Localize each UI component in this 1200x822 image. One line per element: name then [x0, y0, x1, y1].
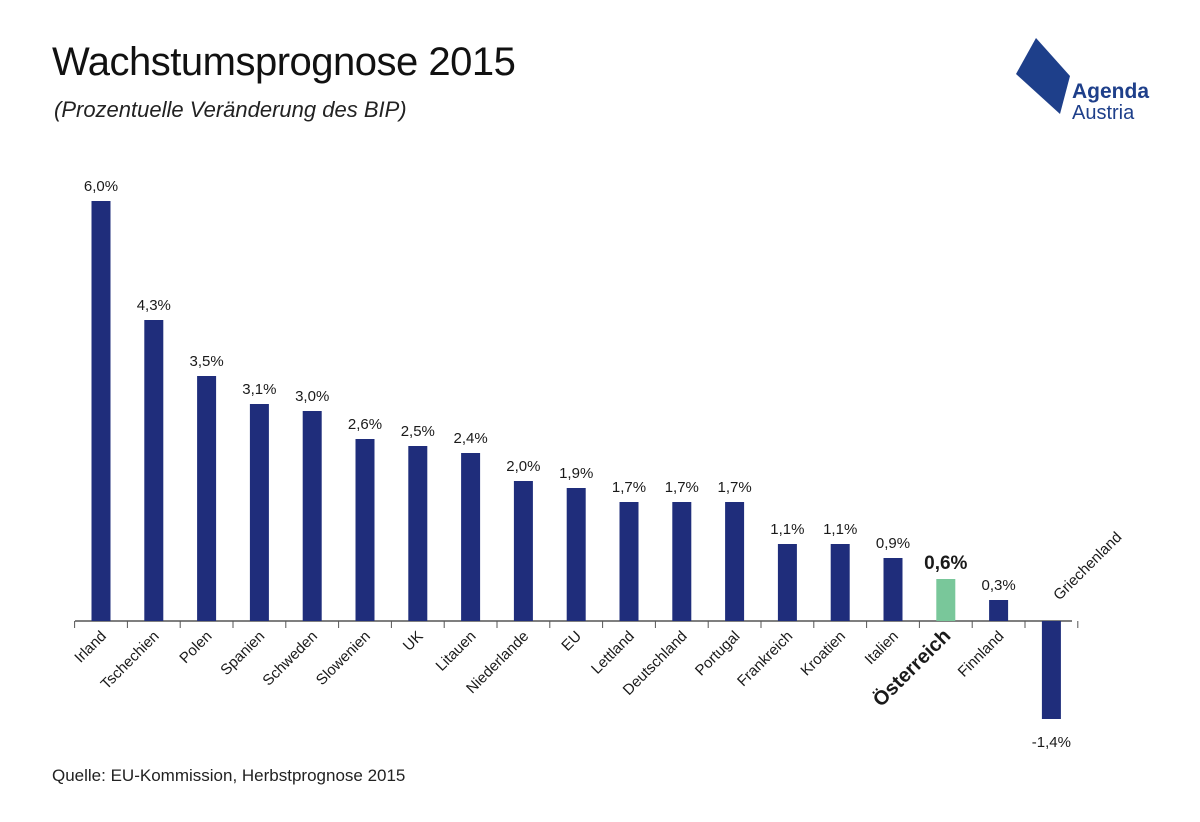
category-label: Litauen	[433, 628, 480, 675]
category-label: Italien	[862, 628, 902, 668]
data-label: 1,7%	[717, 479, 751, 496]
data-label: 2,6%	[348, 416, 382, 433]
bar-schweden	[302, 411, 322, 621]
category-label: Schweden	[259, 628, 321, 690]
category-label: Kroatien	[797, 628, 849, 680]
bar-italien	[883, 558, 903, 621]
bar-deutschland	[672, 502, 692, 621]
bar-slowenien	[355, 439, 375, 621]
bar-polen	[197, 376, 217, 621]
category-label: Polen	[176, 628, 215, 667]
logo-text-austria: Austria	[1072, 102, 1135, 124]
bar-irland	[91, 201, 111, 621]
category-label: Lettland	[588, 628, 638, 678]
bar-frankreich	[777, 544, 797, 621]
bar-tschechien	[144, 320, 164, 621]
bar-niederlande	[513, 481, 533, 621]
data-label: 6,0%	[84, 178, 118, 195]
data-label: 2,0%	[506, 458, 540, 475]
bar-litauen	[461, 453, 481, 621]
category-label: Spanien	[217, 628, 268, 679]
data-label: 3,0%	[295, 388, 329, 405]
category-label: UK	[400, 628, 427, 655]
bar-eu	[566, 488, 586, 621]
bar-portugal	[725, 502, 745, 621]
data-label: 1,9%	[559, 465, 593, 482]
agenda-austria-logo: Agenda Austria	[1014, 36, 1164, 126]
bar-lettland	[619, 502, 639, 621]
category-label: Frankreich	[734, 628, 796, 690]
data-label: 1,7%	[665, 479, 699, 496]
bar-uk	[408, 446, 428, 621]
data-label: 2,4%	[453, 430, 487, 447]
category-label: Finnland	[955, 628, 1008, 681]
data-label: 0,6%	[924, 553, 967, 574]
source-note: Quelle: EU-Kommission, Herbstprognose 20…	[52, 766, 406, 785]
category-label: Irland	[71, 628, 110, 667]
data-label: 1,7%	[612, 479, 646, 496]
bar-spanien	[249, 404, 269, 621]
logo-text-agenda: Agenda	[1072, 80, 1150, 103]
category-label: Slowenien	[313, 628, 374, 689]
logo-diamond-icon	[1016, 38, 1070, 114]
data-label: 4,3%	[137, 297, 171, 314]
data-label: 0,3%	[981, 577, 1015, 594]
data-label: 3,5%	[189, 353, 223, 370]
data-label: 0,9%	[876, 535, 910, 552]
bar-griechenland	[1041, 621, 1061, 719]
data-label: 2,5%	[401, 423, 435, 440]
data-label: -1,4%	[1032, 734, 1071, 751]
bar-finnland	[989, 600, 1009, 621]
data-label: 3,1%	[242, 381, 276, 398]
chart-subtitle: (Prozentuelle Veränderung des BIP)	[54, 97, 407, 122]
category-label: Griechenland	[1050, 529, 1125, 604]
bar-kroatien	[830, 544, 850, 621]
data-label: 1,1%	[823, 521, 857, 538]
data-label: 1,1%	[770, 521, 804, 538]
category-label: Portugal	[692, 628, 744, 680]
category-label: EU	[558, 628, 585, 655]
bar-österreich	[936, 579, 956, 621]
chart-title: Wachstumsprognose 2015	[52, 40, 516, 84]
